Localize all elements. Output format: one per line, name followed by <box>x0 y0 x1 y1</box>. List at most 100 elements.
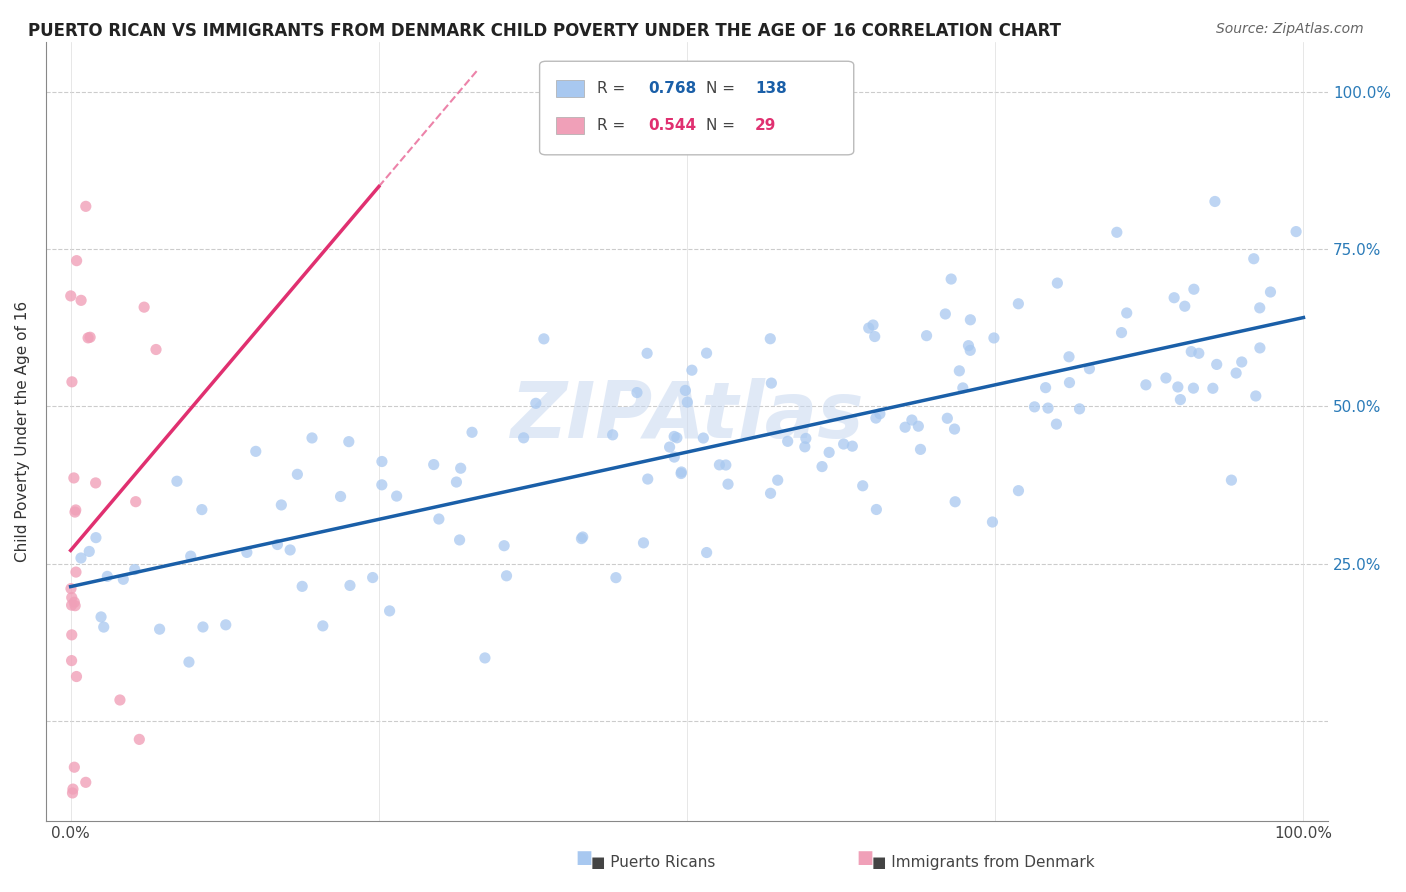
Text: N =: N = <box>706 81 740 96</box>
Point <box>63 599 86 613</box>
Point <box>177 655 200 669</box>
Point <box>1105 225 1128 239</box>
Point <box>952 381 974 395</box>
Point <box>865 502 887 516</box>
Point <box>910 442 932 457</box>
Point <box>60 591 83 605</box>
Point <box>759 486 782 500</box>
Text: Source: ZipAtlas.com: Source: ZipAtlas.com <box>1216 22 1364 37</box>
Point <box>60 598 83 612</box>
Point <box>943 495 966 509</box>
Point <box>1069 401 1091 416</box>
Point <box>901 413 924 427</box>
Point <box>658 440 681 454</box>
Point <box>134 300 156 314</box>
Point <box>1285 225 1308 239</box>
Point <box>894 420 917 434</box>
Point <box>605 571 627 585</box>
Point <box>759 332 782 346</box>
Text: ZIPAtlas: ZIPAtlas <box>510 378 863 454</box>
Point <box>427 512 450 526</box>
Point <box>626 385 648 400</box>
Point <box>957 339 980 353</box>
Point <box>339 578 361 592</box>
Point <box>329 490 352 504</box>
Point <box>1167 380 1189 394</box>
Point <box>709 458 731 472</box>
Text: 138: 138 <box>755 81 787 96</box>
Text: 29: 29 <box>755 118 776 133</box>
Point <box>65 565 87 579</box>
Point <box>59 582 82 596</box>
Point <box>1243 252 1265 266</box>
Point <box>981 515 1004 529</box>
Point <box>215 617 238 632</box>
Point <box>65 503 87 517</box>
Text: 0.768: 0.768 <box>648 81 697 96</box>
Point <box>1260 285 1282 299</box>
Point <box>166 475 188 489</box>
Point <box>371 478 394 492</box>
Point <box>664 450 686 464</box>
Point <box>63 760 86 774</box>
Point <box>1174 299 1197 313</box>
Point <box>676 395 699 409</box>
Point <box>70 551 93 566</box>
Point <box>1036 401 1059 415</box>
Text: ■: ■ <box>575 849 592 867</box>
Point <box>776 434 799 449</box>
Text: N =: N = <box>706 118 740 133</box>
Point <box>291 579 314 593</box>
Point <box>93 620 115 634</box>
Point <box>1225 366 1247 380</box>
Point <box>77 544 100 558</box>
Point <box>941 272 963 286</box>
Point <box>818 445 841 459</box>
Point <box>717 477 740 491</box>
Point <box>1220 473 1243 487</box>
Point <box>696 346 718 360</box>
Point <box>681 363 703 377</box>
Text: 0.544: 0.544 <box>648 118 697 133</box>
Point <box>63 505 86 519</box>
Point <box>60 628 83 642</box>
Point <box>474 651 496 665</box>
Point <box>1249 341 1271 355</box>
Point <box>1007 297 1029 311</box>
Point <box>1024 400 1046 414</box>
Point <box>692 431 714 445</box>
Point <box>1078 361 1101 376</box>
Point <box>60 375 83 389</box>
Point <box>446 475 468 489</box>
Point <box>571 532 593 546</box>
Point <box>669 467 692 481</box>
Point <box>1035 381 1057 395</box>
Point <box>636 346 658 360</box>
Point <box>124 563 146 577</box>
Point <box>811 459 834 474</box>
Point <box>63 471 86 485</box>
Point <box>983 331 1005 345</box>
Point <box>60 654 83 668</box>
Point <box>287 467 309 482</box>
Point <box>270 498 292 512</box>
Point <box>245 444 267 458</box>
Point <box>191 502 214 516</box>
Point <box>1205 358 1227 372</box>
Point <box>79 330 101 344</box>
Point <box>149 622 172 636</box>
Point <box>180 549 202 563</box>
Point <box>1202 381 1225 395</box>
Point <box>96 569 118 583</box>
Point <box>1170 392 1192 407</box>
Point <box>761 376 783 390</box>
FancyBboxPatch shape <box>557 80 585 97</box>
Point <box>59 289 82 303</box>
Point <box>714 458 737 472</box>
Point <box>959 313 981 327</box>
Point <box>301 431 323 445</box>
Point <box>312 619 335 633</box>
Point <box>936 411 959 425</box>
Y-axis label: Child Poverty Under the Age of 16: Child Poverty Under the Age of 16 <box>15 301 30 562</box>
FancyBboxPatch shape <box>540 62 853 155</box>
